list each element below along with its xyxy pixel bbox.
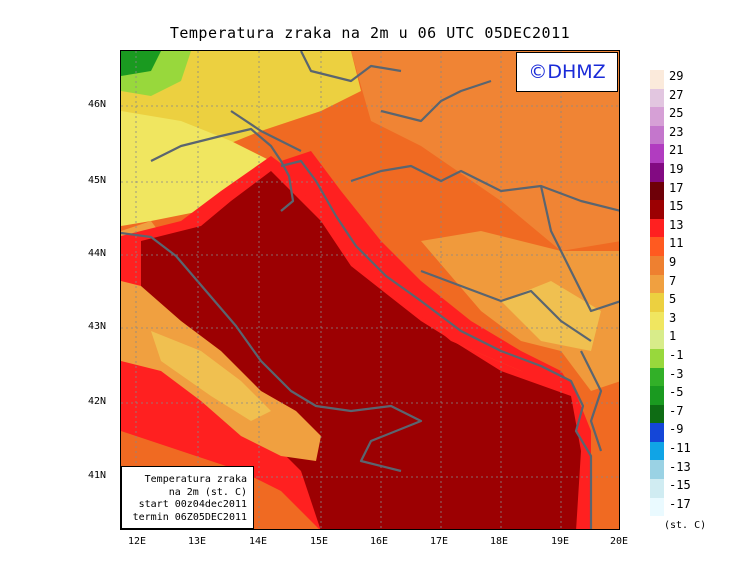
lat-label: 45N (88, 175, 107, 186)
border-bih (420, 269, 592, 342)
border-alps (300, 51, 402, 83)
lon-label: 19E (550, 536, 570, 547)
legend-label: -15 (669, 478, 691, 493)
field-pannonian (351, 51, 619, 251)
legend-swatch (650, 293, 664, 312)
color-legend (650, 70, 670, 517)
legend-label: -1 (669, 348, 684, 362)
dhmz-watermark: ©DHMZ (516, 52, 618, 92)
legend-swatch (650, 348, 664, 368)
legend-label: 27 (669, 87, 684, 102)
legend-label: -9 (669, 422, 684, 437)
legend-label: -11 (669, 441, 691, 455)
legend-label: 11 (669, 236, 684, 251)
lat-label: 43N (88, 321, 107, 332)
lon-label: 12E (127, 536, 147, 547)
coastline-croatia-albania (280, 159, 593, 529)
border-slovenia (230, 110, 302, 152)
legend-swatch (650, 423, 664, 442)
legend-swatch (650, 70, 664, 89)
map-gridlines (121, 51, 619, 529)
field-coldest-nw (121, 51, 161, 76)
legend-label: 25 (669, 106, 684, 121)
info-line-1: Temperatura zraka (144, 474, 247, 485)
lon-label: 14E (248, 536, 268, 547)
legend-swatch (650, 404, 664, 424)
field-coast-strip (281, 151, 571, 386)
legend-swatch (650, 460, 664, 480)
lon-label: 15E (309, 536, 329, 547)
legend-swatch (650, 441, 664, 461)
legend-label: 9 (669, 255, 677, 269)
temperature-map (120, 50, 620, 530)
legend-label: 7 (669, 273, 677, 288)
lon-label: 17E (429, 536, 449, 547)
legend-swatch (650, 311, 664, 331)
legend-swatch (650, 107, 664, 126)
legend-label: -13 (669, 459, 691, 474)
legend-swatch (650, 237, 664, 256)
legend-label: -5 (669, 385, 684, 400)
map-outlines (121, 51, 619, 529)
legend-swatch (650, 330, 664, 349)
legend-label: -3 (669, 366, 684, 381)
legend-swatch (650, 479, 664, 498)
legend-swatch (650, 181, 664, 201)
legend-swatch (650, 367, 664, 387)
legend-label: 29 (669, 69, 684, 83)
legend-label: 19 (669, 162, 684, 176)
info-line-4: termin 06Z05DEC2011 (132, 511, 247, 523)
info-box: Temperatura zraka na 2m (st. C) start 00… (121, 466, 254, 529)
lon-label: 20E (609, 536, 629, 547)
coastline-italy-east (121, 231, 423, 473)
legend-swatch (650, 88, 664, 108)
legend-label: 21 (669, 143, 684, 158)
legend-swatch (650, 255, 664, 275)
lat-label: 41N (88, 470, 107, 481)
legend-swatch (650, 218, 664, 238)
lon-label: 18E (489, 536, 509, 547)
legend-label: 5 (669, 292, 677, 307)
legend-label: 1 (669, 329, 677, 344)
legend-label: 23 (669, 124, 684, 139)
legend-label: 17 (669, 180, 684, 195)
map-title: Temperatura zraka na 2m u 06 UTC 05DEC20… (169, 24, 571, 42)
legend-swatch (650, 200, 664, 219)
map-svg (121, 51, 619, 529)
lat-label: 42N (88, 396, 107, 407)
legend-label: 3 (669, 310, 677, 325)
info-line-3: start 00z04dec2011 (138, 499, 247, 510)
legend-swatch (650, 162, 664, 182)
legend-label: 13 (669, 217, 684, 232)
lon-label: 16E (369, 536, 389, 547)
border-serbia (539, 185, 619, 313)
legend-label: -7 (669, 403, 684, 418)
legend-unit: (st. C) (664, 520, 707, 531)
coastline-north-adriatic (150, 127, 295, 212)
legend-swatch (650, 497, 664, 517)
border-sava (350, 164, 619, 212)
border-north (380, 79, 492, 123)
legend-swatch (650, 274, 664, 294)
border-albania (580, 350, 603, 452)
lon-label: 13E (187, 536, 207, 547)
lat-label: 44N (88, 248, 107, 259)
field-sea-hot (141, 171, 581, 529)
field-balkan-yellow (501, 281, 601, 351)
field-italy-inner (151, 331, 271, 421)
info-line-2: na 2m (st. C) (168, 486, 247, 498)
legend-label: 15 (669, 199, 684, 214)
legend-label: -17 (669, 496, 691, 511)
legend-swatch (650, 125, 664, 145)
legend-swatch (650, 144, 664, 163)
legend-swatch (650, 386, 664, 405)
lat-label: 46N (88, 99, 107, 110)
